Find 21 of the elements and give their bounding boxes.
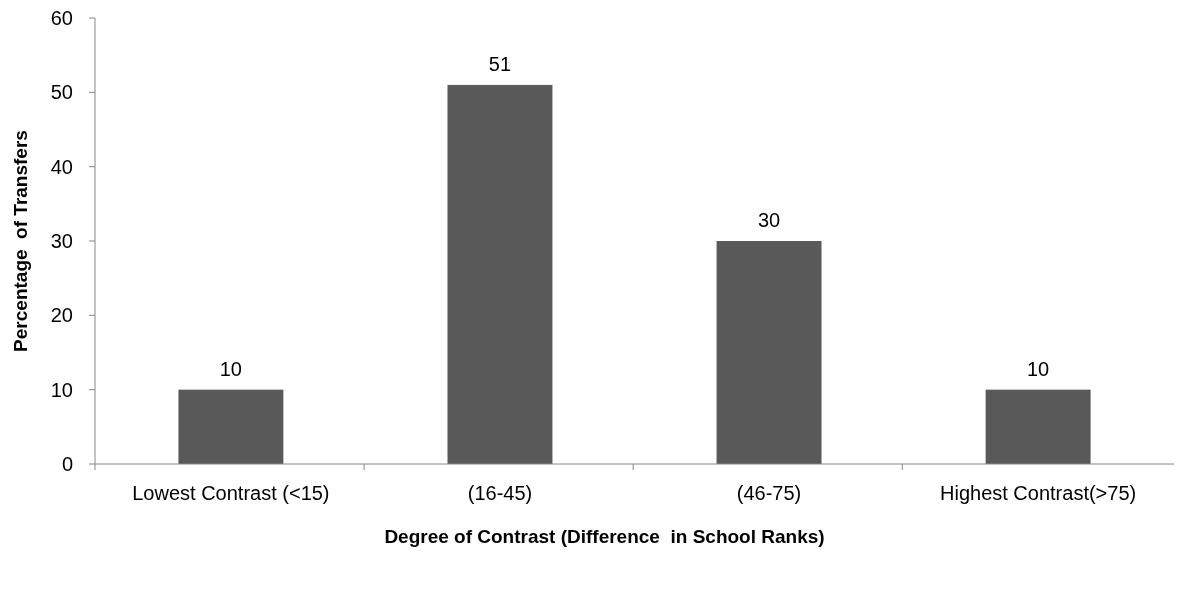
data-label: 51 <box>488 52 512 75</box>
y-axis-title: Percentage of Transfers <box>10 130 31 352</box>
data-label: 30 <box>757 209 781 231</box>
x-tick-label: (46-75) <box>736 482 802 504</box>
y-tick-label: 20 <box>50 304 73 327</box>
y-tick-label: 10 <box>50 378 73 401</box>
y-tick-label: 0 <box>61 453 73 475</box>
data-label: 10 <box>1026 357 1050 380</box>
data-label: 10 <box>219 357 243 380</box>
y-tick-label: 30 <box>50 230 73 252</box>
bar <box>178 389 284 464</box>
y-tick-label: 50 <box>50 81 73 104</box>
y-tick-label: 60 <box>50 7 73 29</box>
x-tick-label: (16-45) <box>467 482 533 504</box>
bar <box>447 84 553 464</box>
bar <box>716 241 822 464</box>
bar <box>985 389 1091 464</box>
y-tick-label: 40 <box>50 155 73 178</box>
x-axis-title: Degree of Contrast (Difference in School Ranks) <box>384 526 825 547</box>
x-tick-label: Lowest Contrast (<15) <box>132 482 330 504</box>
x-tick-label: Highest Contrast(>75) <box>940 482 1137 504</box>
